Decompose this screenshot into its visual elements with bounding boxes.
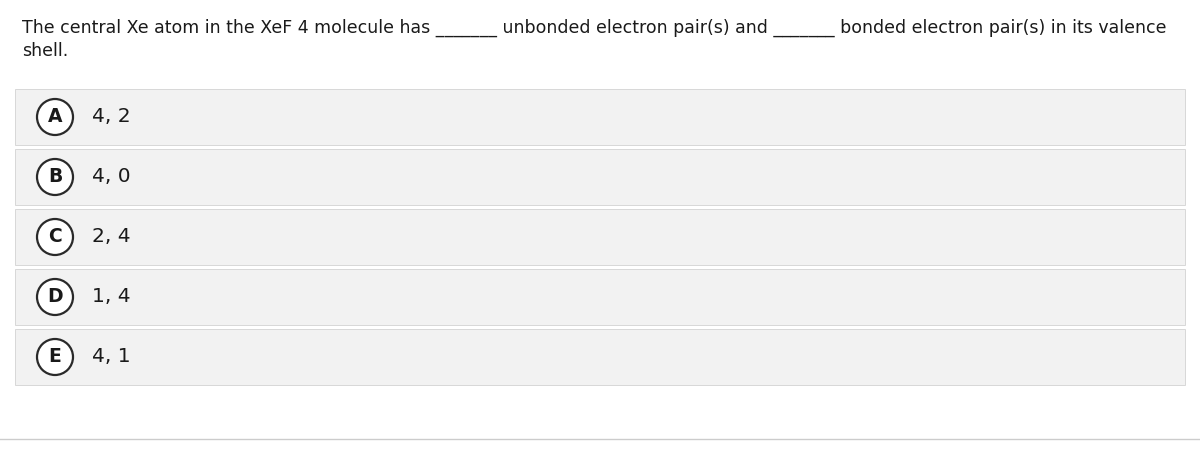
Circle shape — [37, 279, 73, 315]
Circle shape — [37, 339, 73, 375]
Text: shell.: shell. — [22, 42, 68, 60]
Text: D: D — [47, 287, 62, 307]
Text: 1, 4: 1, 4 — [92, 287, 131, 307]
Text: 4, 2: 4, 2 — [92, 107, 131, 127]
Text: A: A — [48, 107, 62, 127]
Bar — [14, 89, 1186, 145]
Text: 2, 4: 2, 4 — [92, 228, 131, 247]
Text: 4, 0: 4, 0 — [92, 167, 131, 186]
Text: E: E — [49, 348, 61, 366]
Bar — [14, 149, 1186, 205]
Text: B: B — [48, 167, 62, 186]
Text: 4, 1: 4, 1 — [92, 348, 131, 366]
Circle shape — [37, 219, 73, 255]
Text: C: C — [48, 228, 62, 247]
Bar — [14, 269, 1186, 325]
Circle shape — [37, 159, 73, 195]
Text: The central Xe atom in the XeF 4 molecule has _______ unbonded electron pair(s) : The central Xe atom in the XeF 4 molecul… — [22, 19, 1166, 37]
Circle shape — [37, 99, 73, 135]
Bar — [14, 329, 1186, 385]
Bar — [14, 209, 1186, 265]
